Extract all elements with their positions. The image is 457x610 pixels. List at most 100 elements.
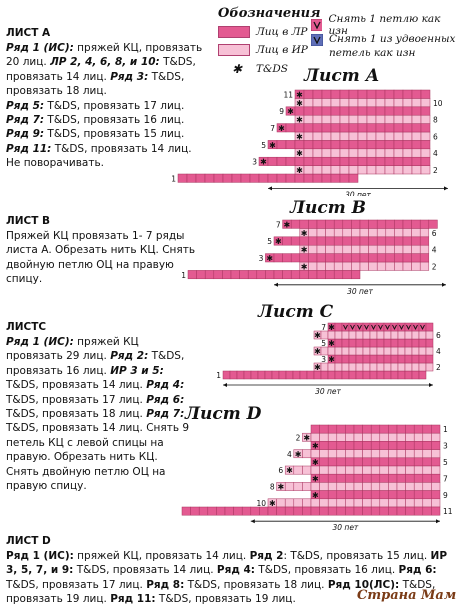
stitch-cell — [308, 236, 318, 246]
chart-row: ✱7 — [276, 219, 438, 229]
stitch-cell — [370, 498, 381, 508]
stitch-cell — [370, 449, 381, 459]
row-label: Ряд 6: — [146, 393, 185, 406]
paragraph: Ряд 1 (ИС): пряжей КЦ, провязать 20 лиц.… — [6, 41, 206, 99]
stitch-cell — [341, 330, 350, 340]
stitch-cell — [369, 338, 378, 348]
star-icon: ✱ — [296, 99, 303, 108]
stitch-cell — [394, 219, 404, 229]
stitch-cell — [397, 346, 406, 356]
stitch-cell — [375, 89, 386, 99]
stitch-cell — [393, 156, 404, 166]
stitch-cell — [394, 261, 404, 271]
stitch-cell — [362, 482, 372, 491]
stitch-cell — [411, 244, 421, 254]
stitch-cell — [405, 449, 415, 459]
stitch-cell — [388, 441, 398, 450]
legend-item-ws: Лиц в ИР — [218, 44, 308, 56]
arrow-left-icon — [223, 383, 227, 387]
stitch-cell — [362, 424, 372, 434]
row-number: 4 — [433, 149, 438, 158]
stitch-cell — [213, 270, 223, 280]
stitch-cell — [402, 244, 412, 254]
stitch-cell — [402, 140, 413, 150]
arrow-right-icon — [429, 383, 433, 387]
stitch-cell — [390, 362, 399, 372]
stitch-cell — [383, 338, 392, 348]
stitch-cell — [294, 123, 305, 133]
star-icon: ✱ — [296, 90, 303, 99]
stitch-cell — [319, 441, 329, 450]
stitch-cell — [419, 253, 430, 263]
stitch-cell — [384, 140, 395, 150]
stitch-cell — [402, 131, 413, 141]
stitch-cell — [379, 432, 389, 442]
stitch-cell — [353, 506, 363, 516]
stitch-cell — [321, 148, 332, 158]
stitch-cell — [413, 424, 424, 434]
stitch-cell — [413, 457, 424, 467]
row-number: 1 — [171, 174, 176, 183]
stitch-cell — [393, 98, 404, 108]
chart-row: ✱3 — [259, 253, 430, 263]
stitch-cell — [376, 261, 387, 271]
stitch-cell — [336, 441, 346, 450]
row-label: Ряд 1 (ИС): — [6, 42, 74, 54]
section-a-heading: ЛИСТ А — [6, 27, 51, 39]
stitch-cell — [370, 482, 381, 491]
stitch-cell — [366, 148, 377, 158]
stitch-cell — [186, 173, 197, 183]
chart-row: ✱8 — [270, 482, 441, 492]
stitch-cell — [405, 457, 415, 467]
stitch-cell — [327, 506, 338, 516]
stitch-cell — [285, 123, 296, 133]
stitch-cell — [425, 346, 434, 356]
stitch-cell — [425, 330, 434, 340]
stitch-cell — [257, 370, 266, 380]
stitch-cell — [425, 362, 434, 372]
stitch-cell — [402, 89, 413, 99]
stitch-cell — [353, 441, 363, 450]
stitch-cell — [321, 165, 332, 175]
stitch-cell — [404, 330, 413, 340]
stitch-cell — [207, 506, 217, 516]
row-label: Ряд 7: — [6, 114, 45, 127]
stitch-cell — [411, 362, 420, 372]
stitch-cell — [294, 140, 305, 150]
stitch-cell — [402, 98, 413, 108]
row-label: Ряд 2: — [110, 350, 149, 363]
stitch-cell — [411, 261, 421, 271]
stitch-cell — [308, 270, 318, 280]
stitch-cell — [431, 473, 441, 483]
stitch-cell — [383, 362, 392, 372]
stitch-cell — [339, 156, 350, 166]
stitch-cell — [375, 106, 386, 116]
stitch-cell — [355, 346, 364, 356]
stitch-cell — [239, 270, 249, 280]
stitch-cell — [222, 173, 233, 183]
row-number: 8 — [433, 116, 438, 125]
stitch-cell — [290, 270, 301, 280]
stitch-cell — [357, 114, 368, 124]
stitch-cell — [348, 123, 359, 133]
stitch-cell — [375, 114, 386, 124]
stitch-cell — [276, 173, 287, 183]
stitch-cell — [383, 370, 392, 380]
stitch-cell — [276, 498, 286, 508]
stitch-cell — [366, 114, 377, 124]
v-pink-icon — [364, 324, 369, 331]
stitch-cell — [422, 465, 432, 475]
chart-row: ✱2 — [313, 362, 441, 372]
stitch-cell — [411, 346, 420, 356]
stitch-cell — [230, 270, 240, 280]
row-number: 1 — [216, 371, 221, 380]
stitch-cell — [422, 424, 432, 434]
legend-label: Лиц в ЛР — [256, 26, 308, 38]
stitch-cell — [330, 148, 341, 158]
stitch-cell — [359, 219, 369, 229]
stitch-cell — [320, 362, 329, 372]
chart-row: ✱7 — [270, 123, 431, 133]
stitch-cell — [362, 362, 371, 372]
stitch-cell — [411, 106, 422, 116]
